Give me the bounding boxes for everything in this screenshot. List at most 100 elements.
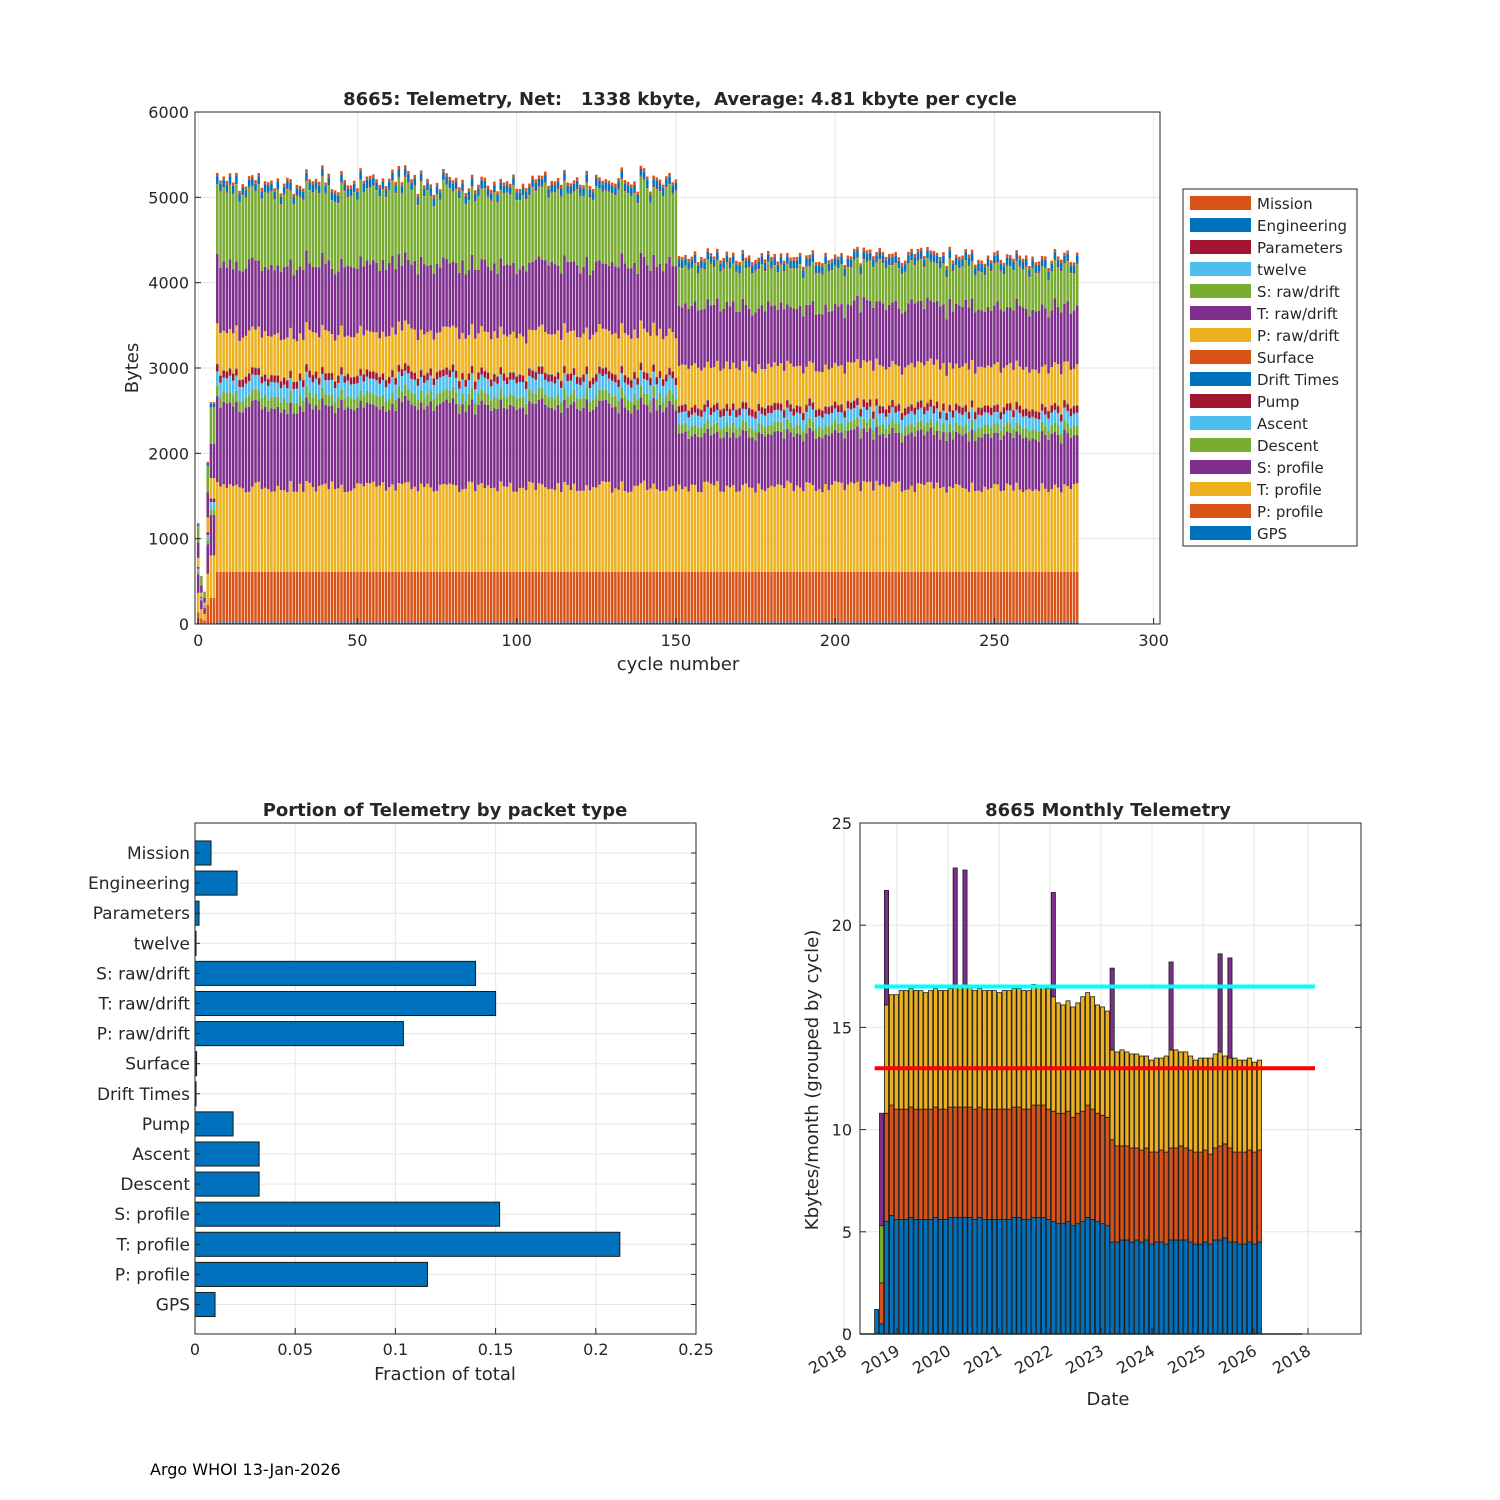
cycle-bar-segment — [881, 433, 885, 485]
cycle-bar-segment — [747, 437, 751, 488]
cycle-bar-segment — [817, 273, 821, 315]
cycle-bar-segment — [961, 265, 964, 267]
cycle-bar-segment — [649, 385, 652, 401]
month-bar-segment — [884, 1004, 889, 1114]
cycle-bar-segment — [1009, 266, 1012, 308]
cycle-bar-segment — [282, 377, 286, 385]
cycle-bar-segment — [964, 363, 967, 405]
cycle-bar-segment — [977, 263, 980, 271]
cycle-bar-segment — [712, 411, 716, 425]
cycle-bar-segment — [795, 267, 799, 269]
cycle-bar-segment — [935, 252, 939, 257]
cycle-bar-segment — [1059, 421, 1063, 434]
cycle-bar-segment — [636, 622, 639, 624]
cycle-bar-segment — [426, 571, 429, 623]
cycle-bar-segment — [642, 393, 646, 405]
cycle-bar-segment — [852, 408, 856, 420]
cycle-bar-segment — [907, 255, 910, 263]
cycle-bar-segment — [311, 266, 315, 333]
cycle-bar-segment — [273, 571, 276, 623]
cycle-bar-segment — [1040, 404, 1044, 411]
cycle-bar-segment — [572, 261, 576, 331]
cycle-bar-segment — [219, 191, 222, 268]
cycle-bar-segment — [607, 378, 611, 393]
cycle-bar-segment — [247, 186, 251, 188]
cycle-bar-segment — [865, 260, 869, 262]
cycle-bar-segment — [537, 178, 541, 186]
cycle-bar-segment — [779, 264, 783, 303]
cycle-bar-segment — [270, 264, 273, 337]
cycle-bar-segment — [961, 426, 964, 436]
cycle-bar-segment — [833, 362, 837, 402]
cycle-bar-segment — [391, 179, 394, 181]
cycle-bar-segment — [951, 417, 955, 430]
cycle-bar-segment — [703, 269, 706, 310]
cycle-bar-segment — [442, 172, 445, 180]
cycle-bar-segment — [591, 192, 595, 200]
cycle-bar-segment — [423, 409, 426, 488]
month-bar-segment — [933, 1217, 939, 1335]
cycle-bar-segment — [760, 407, 764, 414]
cycle-bar-segment — [1072, 273, 1076, 311]
cycle-bar-segment — [311, 622, 315, 624]
cycle-bar-segment — [696, 262, 700, 266]
cycle-bar-segment — [521, 195, 525, 266]
x-tick-label: 0.05 — [277, 1340, 313, 1359]
cycle-bar-segment — [512, 177, 515, 185]
cycle-bar-segment — [926, 622, 929, 624]
cycle-bar-segment — [384, 387, 388, 402]
cycle-bar-segment — [760, 263, 764, 265]
cycle-bar-segment — [559, 492, 563, 572]
cycle-bar-segment — [735, 260, 738, 265]
cycle-bar-segment — [728, 427, 732, 438]
cycle-bar-segment — [595, 381, 598, 397]
cycle-bar-segment — [862, 622, 866, 624]
cycle-bar-segment — [505, 336, 509, 377]
legend-swatch — [1190, 504, 1251, 518]
cycle-bar-segment — [671, 485, 674, 572]
cycle-bar-segment — [203, 597, 206, 603]
cycle-bar-segment — [400, 193, 404, 266]
month-bar-segment — [996, 992, 1002, 1110]
legend-swatch — [1190, 394, 1251, 408]
cycle-bar-segment — [445, 571, 448, 623]
month-bar-segment — [942, 990, 948, 1110]
cycle-bar-segment — [426, 189, 429, 191]
cycle-bar-segment — [671, 192, 674, 194]
cycle-bar-segment — [763, 408, 767, 416]
cycle-bar-segment — [238, 190, 241, 194]
cycle-bar-segment — [403, 165, 407, 169]
cycle-bar-segment — [432, 398, 436, 411]
cycle-bar-segment — [1044, 266, 1047, 268]
cycle-bar-segment — [1037, 310, 1041, 374]
cycle-bar-segment — [244, 189, 248, 197]
cycle-bar-segment — [502, 380, 506, 397]
cycle-bar-segment — [1021, 258, 1025, 262]
cycle-bar-segment — [337, 488, 340, 572]
cycle-bar-segment — [352, 180, 356, 184]
cycle-bar-segment — [225, 333, 229, 371]
cycle-bar-segment — [375, 395, 378, 407]
cycle-bar-segment — [757, 571, 760, 623]
cycle-bar-segment — [884, 260, 888, 268]
cycle-bar-segment — [547, 196, 550, 198]
cycle-bar-segment — [480, 571, 483, 623]
cycle-bar-segment — [346, 197, 350, 266]
cycle-bar-segment — [582, 266, 585, 334]
cycle-bar-segment — [706, 428, 710, 482]
cycle-bar-segment — [515, 571, 518, 623]
cycle-bar-segment — [696, 622, 700, 624]
cycle-bar-segment — [617, 413, 620, 490]
cycle-bar-segment — [907, 622, 910, 624]
month-bar-segment — [893, 1108, 899, 1220]
cycle-bar-segment — [394, 192, 397, 194]
cycle-bar-segment — [381, 259, 385, 332]
cycle-bar-segment — [1040, 421, 1044, 432]
cycle-bar-segment — [633, 571, 636, 623]
cycle-bar-segment — [1059, 270, 1063, 272]
cycle-bar-segment — [572, 183, 576, 191]
cycle-bar-segment — [948, 246, 952, 251]
cycle-bar-segment — [464, 571, 467, 623]
cycle-bar-segment — [321, 324, 324, 367]
cycle-bar-segment — [859, 428, 862, 439]
